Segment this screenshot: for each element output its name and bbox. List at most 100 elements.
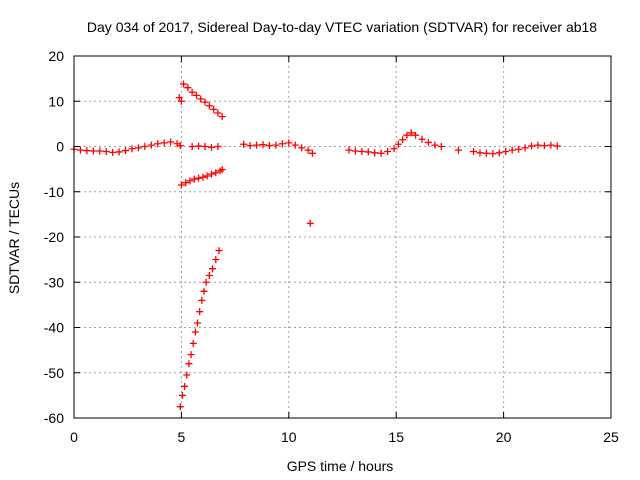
data-point-marker: [291, 141, 299, 149]
data-point-marker: [141, 143, 149, 150]
data-point-marker: [207, 143, 215, 151]
x-axis-label: GPS time / hours: [287, 458, 394, 474]
data-point-marker: [407, 129, 415, 137]
data-point-marker: [482, 149, 490, 157]
data-point-marker: [265, 142, 273, 150]
data-point-marker: [285, 139, 293, 147]
tick-labels: 0 5 10 15 20 25 -60 -50 -40 -30 -20 -10 0 10 20: [44, 48, 619, 445]
y-tick-label: 10: [48, 93, 64, 109]
data-point-marker: [180, 80, 188, 88]
data-point-marker: [205, 102, 213, 110]
data-point-marker: [345, 146, 353, 154]
data-point-marker: [431, 141, 439, 149]
data-point-marker: [201, 98, 209, 106]
data-point-marker: [394, 140, 402, 148]
data-point-marker: [403, 131, 411, 139]
y-tick-label: -30: [44, 274, 64, 290]
data-point-marker: [89, 147, 97, 155]
data-point-marker: [203, 172, 211, 180]
data-point-marker: [200, 287, 208, 295]
data-point-marker: [470, 147, 478, 155]
data-point-marker: [246, 142, 254, 150]
y-tick-label: -20: [44, 229, 64, 245]
data-point-marker: [259, 141, 267, 149]
data-point-marker: [272, 141, 280, 149]
data-point-marker: [534, 141, 542, 149]
data-point-marker: [454, 146, 462, 154]
data-point-marker: [109, 148, 117, 156]
data-point-marker: [76, 146, 84, 154]
data-point-marker: [175, 94, 183, 102]
data-point-marker: [437, 143, 445, 150]
data-point-marker: [418, 135, 426, 143]
data-point-marker: [178, 391, 186, 399]
data-point-marker: [195, 174, 203, 182]
data-point-marker: [188, 143, 196, 150]
data-point-marker: [308, 149, 316, 157]
data-point-marker: [115, 148, 123, 156]
data-point-marker: [540, 142, 548, 150]
x-tick-label: 5: [178, 429, 186, 445]
data-point-marker: [215, 247, 223, 255]
data-point-marker: [167, 138, 175, 146]
y-tick-label: -50: [44, 365, 64, 381]
y-tick-label: -40: [44, 320, 64, 336]
data-point-marker: [147, 141, 155, 149]
data-point-marker: [134, 144, 142, 152]
data-point-marker: [508, 146, 516, 154]
data-point-marker: [240, 140, 248, 148]
data-point-marker: [212, 256, 220, 264]
series-lower-diagonal: [177, 166, 226, 189]
data-point-marker: [186, 177, 194, 185]
series-steep-descent: [176, 247, 223, 411]
data-point-marker: [188, 88, 196, 96]
data-point-marker: [207, 170, 215, 178]
series-upper-diagonal: [175, 80, 226, 121]
data-point-marker: [218, 113, 226, 121]
data-point-marker: [205, 271, 213, 279]
data-point-marker: [184, 84, 192, 92]
data-point-marker: [102, 147, 110, 155]
data-point-marker: [160, 139, 168, 147]
data-point-marker: [128, 145, 136, 153]
data-point-marker: [489, 150, 497, 158]
x-tick-label: 20: [496, 429, 512, 445]
x-tick-label: 0: [70, 429, 78, 445]
data-point-marker: [476, 149, 484, 157]
data-point-marker: [190, 175, 198, 183]
data-point-marker: [176, 403, 184, 411]
data-point-marker: [351, 147, 359, 155]
data-point-marker: [197, 95, 205, 103]
data-point-marker: [358, 147, 366, 155]
y-tick-label: -10: [44, 184, 64, 200]
data-point-marker: [298, 144, 306, 152]
x-tick-label: 15: [388, 429, 404, 445]
data-point-marker: [202, 278, 210, 286]
data-point-marker: [209, 265, 217, 273]
data-point-marker: [201, 143, 209, 150]
data-point-marker: [191, 328, 199, 336]
y-axis-label: SDTVAR / TECUs: [6, 182, 22, 294]
x-tick-label: 25: [603, 429, 619, 445]
data-point-marker: [195, 142, 203, 150]
data-point-marker: [278, 140, 286, 148]
data-point-marker: [218, 166, 226, 174]
data-point-marker: [122, 147, 130, 155]
x-tick-label: 10: [281, 429, 297, 445]
data-point-marker: [177, 97, 185, 105]
data-point-marker: [96, 147, 104, 155]
data-point-marker: [154, 140, 162, 148]
data-point-marker: [210, 105, 218, 113]
data-point-marker: [390, 145, 398, 153]
data-point-marker: [399, 136, 407, 144]
data-point-marker: [183, 371, 191, 379]
data-point-marker: [495, 149, 503, 157]
data-point-marker: [181, 382, 189, 390]
data-point-marker: [187, 351, 195, 359]
data-point-marker: [515, 145, 523, 153]
data-point-marker: [371, 149, 379, 157]
data-point-marker: [189, 339, 197, 347]
data-point-marker: [553, 142, 561, 150]
data-point-marker: [194, 319, 202, 327]
data-point-marker: [377, 149, 385, 157]
